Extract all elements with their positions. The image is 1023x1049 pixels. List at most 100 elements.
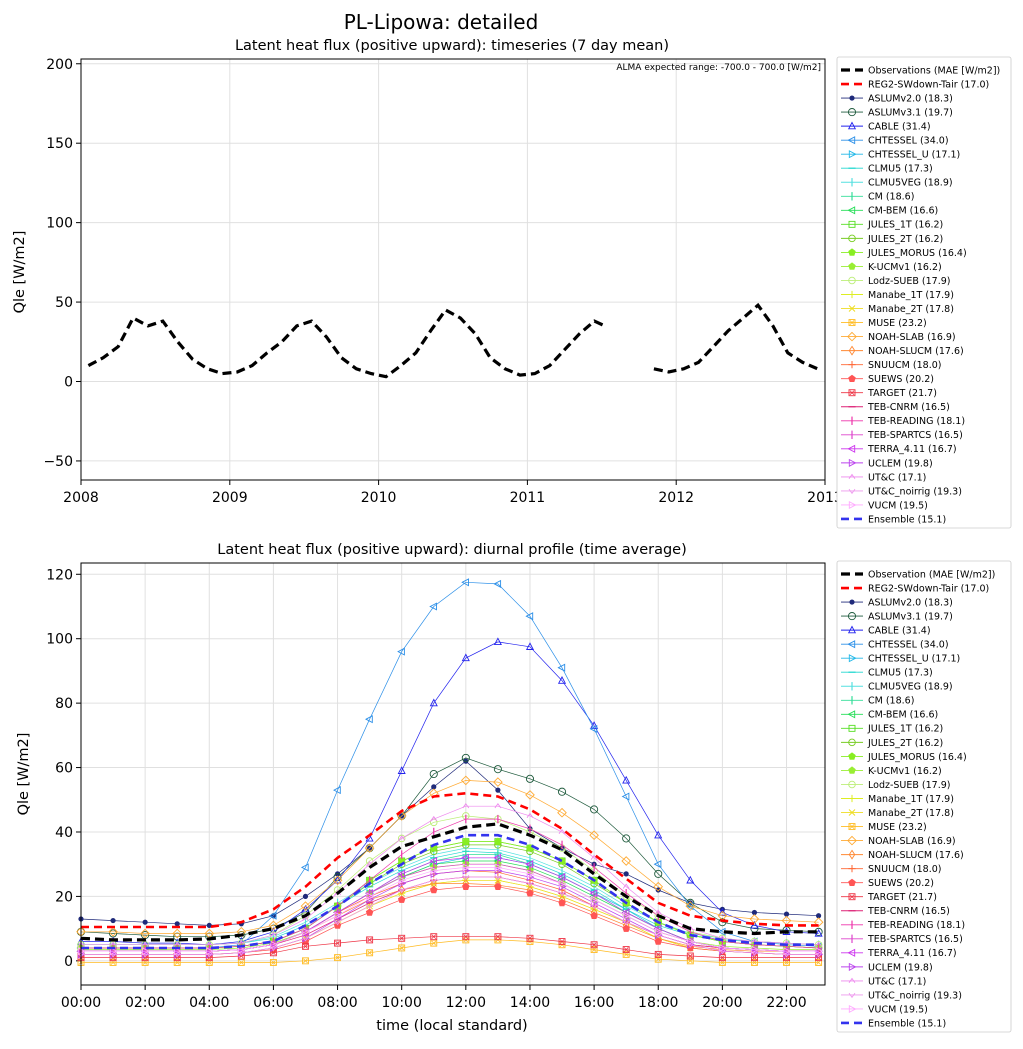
series-point xyxy=(621,908,630,917)
legend-label: Manabe_1T (17.9) xyxy=(868,794,954,805)
x-tick-label: 08:00 xyxy=(317,995,357,1011)
legend-label: Manabe_1T (17.9) xyxy=(868,290,954,301)
series-point xyxy=(205,941,213,947)
series-point xyxy=(397,869,405,878)
series-line-observations xyxy=(653,302,819,374)
marker-cross xyxy=(559,939,565,944)
series-point xyxy=(783,911,790,917)
marker-square xyxy=(848,319,856,327)
legend-entry: UCLEM (19.8) xyxy=(841,962,933,973)
diurnal-series xyxy=(76,578,824,966)
series-point xyxy=(751,909,758,916)
legend-entry: UT&C (17.1) xyxy=(841,976,926,987)
series-point xyxy=(622,946,630,954)
x-tick-label: 2013 xyxy=(807,490,843,506)
legend-marker xyxy=(848,458,857,467)
legend-label: K-UCMv1 (16.2) xyxy=(868,766,942,777)
marker-cross xyxy=(431,940,437,946)
legend-marker xyxy=(847,136,856,145)
legend-marker xyxy=(847,625,857,634)
legend-marker xyxy=(848,893,856,901)
legend-marker xyxy=(848,319,856,327)
series-line xyxy=(81,791,819,929)
marker-square xyxy=(269,959,277,966)
legend-entry: CM-BEM (16.6) xyxy=(841,206,938,217)
series-point xyxy=(334,954,342,962)
legend-entry: CM (18.6) xyxy=(841,696,914,707)
legend-entry: TEB-READING (18.1) xyxy=(841,416,965,427)
marker-square xyxy=(366,936,374,944)
legend-entry: SNUUCM (18.0) xyxy=(841,360,941,371)
series-point xyxy=(493,777,503,787)
series-point xyxy=(238,945,246,954)
legend-label: Manabe_2T (17.8) xyxy=(868,304,954,315)
marker-square xyxy=(654,955,662,963)
series-point xyxy=(366,949,374,957)
series-point xyxy=(526,881,534,887)
series-point xyxy=(140,928,150,939)
series-point xyxy=(398,944,406,952)
legend-marker xyxy=(848,766,856,774)
series-point xyxy=(558,879,567,888)
series-point xyxy=(623,911,631,920)
series-point xyxy=(333,786,341,795)
marker-cross xyxy=(110,955,116,961)
legend-marker xyxy=(848,794,856,803)
marker-cross xyxy=(849,320,855,325)
series-line xyxy=(81,939,819,963)
series-point xyxy=(590,911,598,920)
series-point xyxy=(685,902,694,911)
series-point xyxy=(653,881,664,892)
legend-label: TEB-READING (18.1) xyxy=(867,416,965,427)
series-point xyxy=(654,869,663,878)
y-tick-label: 0 xyxy=(64,954,73,970)
marker-square xyxy=(848,823,856,831)
series-vucm xyxy=(77,863,824,956)
timeseries-range-note: ALMA expected range: -700.0 - 700.0 [W/m… xyxy=(616,63,821,73)
marker-cross xyxy=(238,960,244,965)
series-point xyxy=(493,853,502,862)
marker-cross xyxy=(816,955,821,961)
legend-entry: TEB-CNRM (16.5) xyxy=(841,402,950,413)
series-line xyxy=(81,936,819,958)
legend-label: Manabe_2T (17.8) xyxy=(868,808,954,819)
x-tick-label: 04:00 xyxy=(189,995,229,1011)
series-point xyxy=(268,911,277,920)
series-point xyxy=(397,766,406,774)
x-tick-label: 2011 xyxy=(510,490,546,506)
legend-frame xyxy=(836,560,1012,1033)
series-point xyxy=(622,924,630,932)
legend-entry: NOAH-SLAB (16.9) xyxy=(841,331,956,343)
legend-entry: UCLEM (19.8) xyxy=(841,458,933,469)
legend-label: NOAH-SLAB (16.9) xyxy=(868,332,956,343)
series-point xyxy=(302,936,309,942)
legend-label: VUCM (19.5) xyxy=(868,500,928,511)
legend-label: JULES_1T (16.2) xyxy=(867,220,943,231)
legend-entry: CM (18.6) xyxy=(841,192,914,203)
legend-marker xyxy=(847,206,856,215)
legend-marker xyxy=(848,849,856,860)
legend-entry: CLMU5VEG (18.9) xyxy=(841,682,953,693)
series-point xyxy=(365,908,374,916)
series-point xyxy=(526,889,534,897)
series-point xyxy=(270,940,278,949)
x-tick-label: 16:00 xyxy=(574,995,614,1011)
marker-square xyxy=(783,959,790,966)
series-point xyxy=(814,928,823,937)
series-point xyxy=(590,941,598,949)
legend-marker xyxy=(847,108,857,117)
legend-entry: Manabe_2T (17.8) xyxy=(841,808,954,819)
marker-square xyxy=(462,933,470,941)
legend-entry: ASLUMv2.0 (18.3) xyxy=(841,93,953,104)
series-point xyxy=(654,950,662,958)
legend-label: REG2-SWdown-Tair (17.0) xyxy=(868,583,989,594)
legend-label: CLMU5 (17.3) xyxy=(868,164,933,175)
legend-entry: TARGET (21.7) xyxy=(841,388,937,399)
series-point xyxy=(366,904,373,910)
legend-marker xyxy=(848,305,856,312)
series-point xyxy=(589,724,598,733)
legend-entry: TEB-CNRM (16.5) xyxy=(841,906,950,917)
series-point xyxy=(172,928,183,939)
series-point xyxy=(109,941,117,947)
series-line xyxy=(81,780,819,934)
